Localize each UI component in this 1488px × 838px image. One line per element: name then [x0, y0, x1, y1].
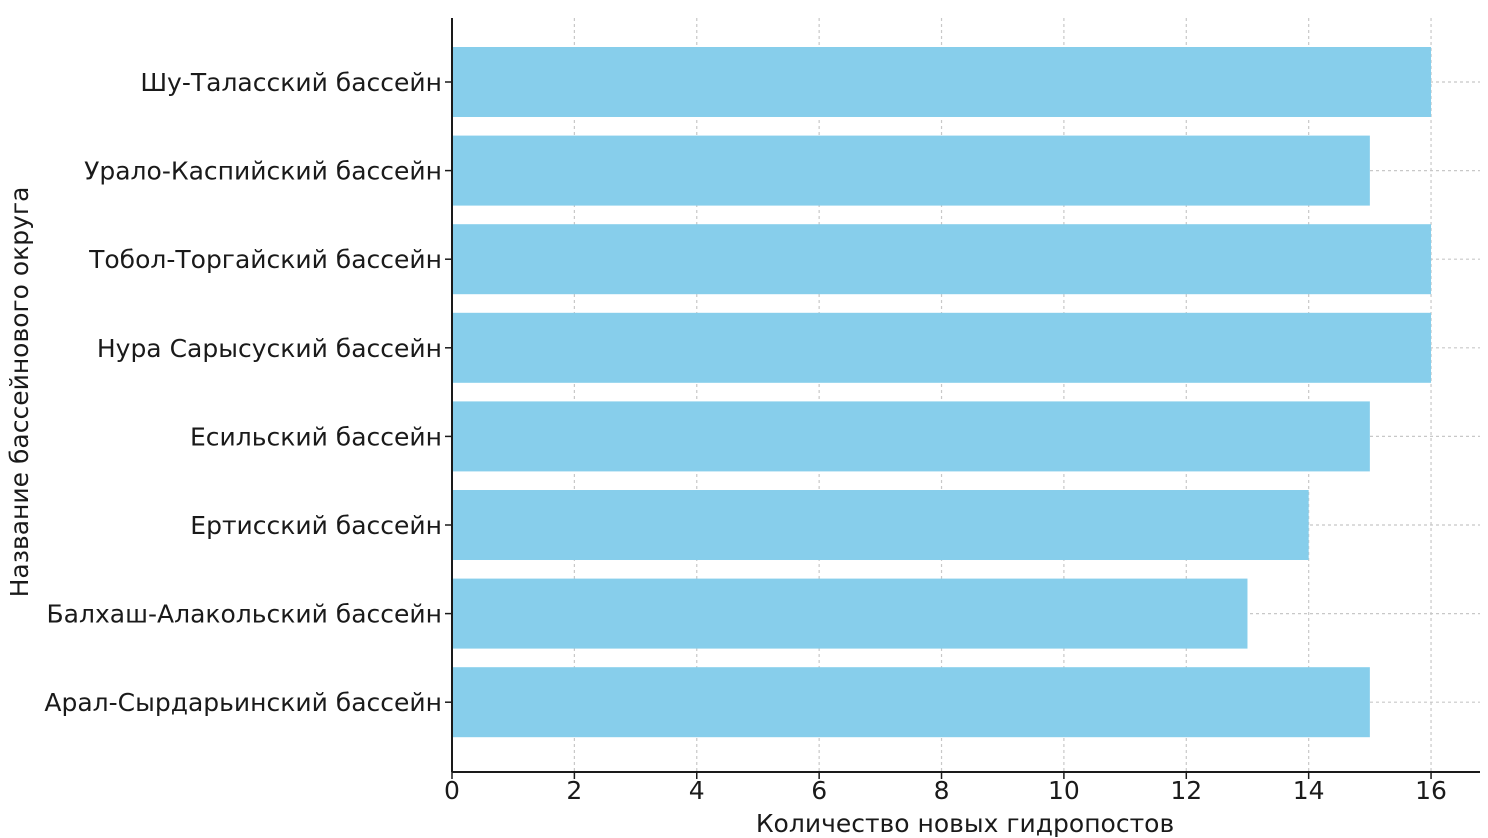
y-tick-label: Тобол-Торгайский бассейн — [88, 245, 442, 274]
x-axis-title: Количество новых гидропостов — [756, 809, 1174, 838]
bars — [453, 47, 1432, 738]
axes — [451, 18, 1480, 773]
y-tick-label: Есильский бассейн — [190, 422, 442, 451]
y-tick-label: Шу-Таласский бассейн — [140, 68, 442, 97]
y-tick-label: Нура Сарысуский бассейн — [97, 334, 442, 363]
x-tick-label: 14 — [1293, 776, 1325, 805]
bar — [453, 578, 1248, 649]
grid-lines — [452, 18, 1480, 772]
bar — [453, 312, 1432, 383]
x-tick-label: 6 — [811, 776, 827, 805]
tick-labels: 0 2 4 6 8 10 12 14 16 Шу-Таласский бассейн Урало-К… — [44, 68, 1447, 805]
x-tick-label: 8 — [934, 776, 950, 805]
x-tick-label: 16 — [1415, 776, 1447, 805]
x-tick-label: 2 — [566, 776, 582, 805]
y-tick-label: Арал-Сырдарьинский бассейн — [44, 688, 442, 717]
bar — [453, 224, 1432, 295]
x-tick-label: 10 — [1048, 776, 1080, 805]
x-tick-label: 12 — [1170, 776, 1202, 805]
x-tick-label: 0 — [444, 776, 460, 805]
bar — [453, 401, 1370, 472]
bar — [453, 490, 1309, 560]
bar — [453, 667, 1370, 738]
y-tick-label: Балхаш-Алакольский бассейн — [47, 600, 442, 629]
y-tick-label: Ертисский бассейн — [190, 511, 442, 540]
bar — [453, 135, 1370, 206]
y-axis-title: Название бассейнового округа — [5, 187, 34, 598]
bar — [453, 47, 1432, 117]
y-tick-label: Урало-Каспийский бассейн — [84, 157, 442, 186]
x-tick-label: 4 — [689, 776, 705, 805]
